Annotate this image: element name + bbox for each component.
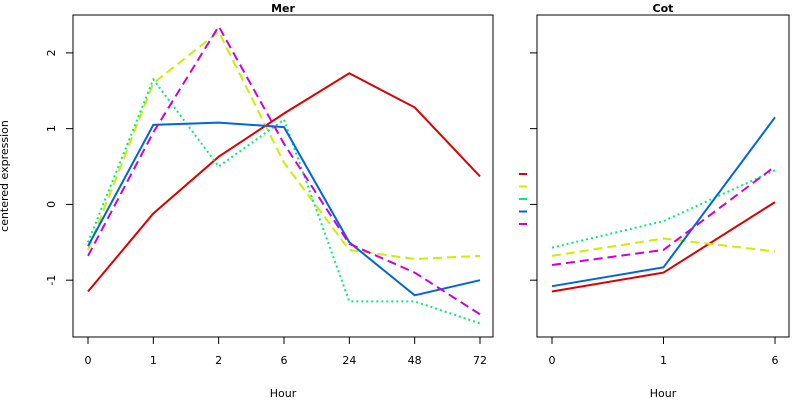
x-tick-label: 72: [473, 354, 487, 367]
panel-cot: Cot 0 1 6 Hour: [530, 2, 790, 400]
x-tick-label: 1: [660, 354, 667, 367]
x-tick-label: 0: [549, 354, 556, 367]
series-line-2: [87, 30, 481, 261]
x-tick-label: 6: [772, 354, 779, 367]
y-tick-label: 0: [45, 201, 58, 208]
chart-title: Mer: [271, 2, 295, 15]
x-tick-label: 6: [281, 354, 288, 367]
series-line-4: [87, 121, 481, 297]
legend: [519, 173, 527, 225]
x-tick-label: 1: [150, 354, 157, 367]
x-tick-label: 0: [85, 354, 92, 367]
chart-title: Cot: [653, 2, 674, 15]
series-line-3: [551, 169, 776, 249]
x-tick-label: 48: [408, 354, 422, 367]
plot-frame: [72, 14, 494, 338]
x-tick-label: 2: [215, 354, 222, 367]
series-line-3: [87, 77, 481, 325]
x-axis-label: Hour: [650, 387, 677, 400]
y-tick-label: -1: [45, 275, 58, 286]
series-line-1: [87, 72, 481, 293]
x-axis-label: Hour: [270, 387, 297, 400]
series-line-5: [87, 24, 481, 316]
x-tick-label: 24: [342, 354, 356, 367]
series-line-5: [551, 165, 776, 266]
y-tick-label: 2: [45, 49, 58, 56]
y-tick-label: 1: [45, 125, 58, 132]
plot-frame: [536, 14, 790, 338]
series-line-4: [551, 116, 776, 288]
series-line-2: [551, 237, 776, 257]
y-axis-label: centered expression: [0, 120, 11, 232]
panel-mer: Mer 0 1 2 6 24 48 72 -1 0 1 2 Hour centered expressio…: [0, 2, 494, 400]
series-line-1: [551, 201, 776, 293]
